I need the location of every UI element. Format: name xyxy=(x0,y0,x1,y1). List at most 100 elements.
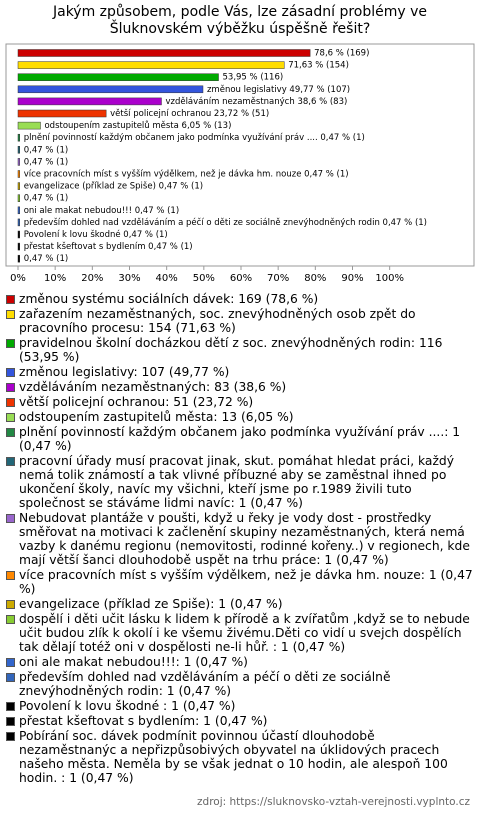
value-label: přestat kšeftovat s bydlením 0,47 % (1) xyxy=(24,241,193,252)
value-label: odstoupením zastupitelů města 6,05 % (13… xyxy=(44,120,231,131)
legend-label: evangelizace (příklad ze Spiše): 1 (0,47… xyxy=(19,597,283,611)
legend-item: změnou systému sociálních dávek: 169 (78… xyxy=(6,292,474,306)
value-label: vzděláváním nezaměstnaných 38,6 % (83) xyxy=(165,97,347,107)
legend-marker xyxy=(6,398,15,407)
legend-item: oni ale makat nebudou!!!: 1 (0,47 %) xyxy=(6,655,474,669)
legend-label: přestat kšeftovat s bydlením: 1 (0,47 %) xyxy=(19,714,268,728)
legend-marker xyxy=(6,702,15,711)
legend-marker xyxy=(6,413,15,422)
legend-marker xyxy=(6,600,15,609)
bar xyxy=(17,133,20,142)
legend-item: plnění povinností každým občanem jako po… xyxy=(6,425,474,453)
legend-marker xyxy=(6,673,15,682)
legend-label: zařazením nezaměstnaných, soc. znevýhodn… xyxy=(19,307,416,335)
legend-label: změnou legislativy: 107 (49,77 %) xyxy=(19,365,230,379)
legend-label: oni ale makat nebudou!!!: 1 (0,47 %) xyxy=(19,655,248,669)
bar xyxy=(17,230,20,239)
legend-item: přestat kšeftovat s bydlením: 1 (0,47 %) xyxy=(6,714,474,728)
value-label: více pracovních míst s vyšším výdělkem, … xyxy=(24,169,349,180)
value-label: 71,63 % (154) xyxy=(288,61,349,71)
legend-item: zařazením nezaměstnaných, soc. znevýhodn… xyxy=(6,307,474,335)
bar xyxy=(17,182,20,190)
legend-item: větší policejní ochranou: 51 (23,72 %) xyxy=(6,395,474,409)
legend-marker xyxy=(6,658,15,667)
bar xyxy=(17,206,20,215)
value-label: 0,47 % (1) xyxy=(24,194,68,204)
value-label: 0,47 % (1) xyxy=(24,145,68,155)
value-label: oni ale makat nebudou!!! 0,47 % (1) xyxy=(24,206,179,216)
bar xyxy=(17,109,107,118)
legend-item: vzděláváním nezaměstnaných: 83 (38,6 %) xyxy=(6,380,474,394)
legend-marker xyxy=(6,717,15,726)
legend-marker xyxy=(6,310,15,319)
legend-label: změnou systému sociálních dávek: 169 (78… xyxy=(19,292,319,306)
x-tick-label: 80% xyxy=(304,273,326,284)
legend-label: pracovní úřady musí pracovat jinak, skut… xyxy=(19,454,454,510)
bar xyxy=(17,254,20,263)
x-tick-label: 40% xyxy=(156,273,178,284)
legend-marker xyxy=(6,457,15,466)
legend-marker xyxy=(6,383,15,392)
legend-marker xyxy=(6,514,15,523)
bar xyxy=(17,170,20,178)
legend-label: dospělí i děti učit lásku k lidem k přír… xyxy=(19,612,470,654)
legend-label: vzděláváním nezaměstnaných: 83 (38,6 %) xyxy=(19,380,287,394)
legend: změnou systému sociálních dávek: 169 (78… xyxy=(6,292,474,786)
x-tick-label: 60% xyxy=(230,273,252,284)
x-tick-label: 100% xyxy=(375,273,404,284)
legend-label: především dohled nad vzděláváním a péčí … xyxy=(19,670,391,698)
source: zdroj: https://sluknovsko-vztah-verejnos… xyxy=(197,796,470,808)
bar xyxy=(17,194,20,202)
bar xyxy=(17,97,162,106)
bar xyxy=(17,85,204,94)
legend-label: Povolení k lovu škodné : 1 (0,47 %) xyxy=(19,699,236,713)
legend-label: Nebudovat plantáže v poušti, když u řeky… xyxy=(19,511,470,567)
value-label: evangelizace (příklad ze Spiše) 0,47 % (… xyxy=(24,181,203,192)
bar xyxy=(17,242,20,251)
value-label: především dohled nad vzděláváním a péčí … xyxy=(24,217,427,228)
value-label: změnou legislativy 49,77 % (107) xyxy=(207,85,350,95)
legend-marker xyxy=(6,571,15,580)
value-label: plnění povinností každým občanem jako po… xyxy=(24,132,365,143)
legend-marker xyxy=(6,615,15,624)
legend-item: odstoupením zastupitelů města: 13 (6,05 … xyxy=(6,410,474,424)
legend-item: především dohled nad vzděláváním a péčí … xyxy=(6,670,474,698)
legend-label: větší policejní ochranou: 51 (23,72 %) xyxy=(19,395,254,409)
legend-item: dospělí i děti učit lásku k lidem k přír… xyxy=(6,612,474,654)
value-label: 0,47 % (1) xyxy=(24,157,68,167)
legend-marker xyxy=(6,428,15,437)
x-tick-label: 20% xyxy=(81,273,103,284)
bar xyxy=(17,49,311,57)
x-tick-label: 50% xyxy=(193,273,215,284)
legend-label: Pobírání soc. dávek podmínit povinnou úč… xyxy=(19,729,448,785)
legend-item: Nebudovat plantáže v poušti, když u řeky… xyxy=(6,511,474,567)
legend-marker xyxy=(6,368,15,377)
x-tick-label: 70% xyxy=(267,273,289,284)
bar xyxy=(17,218,20,227)
x-tick-label: 0% xyxy=(10,273,26,284)
legend-item: pracovní úřady musí pracovat jinak, skut… xyxy=(6,454,474,510)
legend-item: pravidelnou školní docházkou dětí z soc.… xyxy=(6,336,474,364)
bar xyxy=(17,158,20,166)
legend-label: pravidelnou školní docházkou dětí z soc.… xyxy=(19,336,443,364)
legend-marker xyxy=(6,732,15,741)
bar xyxy=(17,61,285,69)
legend-item: Pobírání soc. dávek podmínit povinnou úč… xyxy=(6,729,474,785)
chart-title: Jakým způsobem, podle Vás, lze zásadní p… xyxy=(52,4,427,37)
x-tick-label: 90% xyxy=(341,273,363,284)
legend-item: více pracovních míst s vyšším výdělkem, … xyxy=(6,568,474,596)
value-label: 53,95 % (116) xyxy=(223,73,284,83)
legend-marker xyxy=(6,339,15,348)
legend-label: odstoupením zastupitelů města: 13 (6,05 … xyxy=(19,410,294,424)
legend-marker xyxy=(6,295,15,304)
x-tick-label: 30% xyxy=(118,273,140,284)
bar xyxy=(17,73,219,81)
bar xyxy=(17,121,41,130)
x-tick-label: 10% xyxy=(44,273,66,284)
legend-item: změnou legislativy: 107 (49,77 %) xyxy=(6,365,474,379)
legend-label: více pracovních míst s vyšším výdělkem, … xyxy=(19,568,473,596)
legend-item: Povolení k lovu škodné : 1 (0,47 %) xyxy=(6,699,474,713)
bar xyxy=(17,146,20,154)
legend-label: plnění povinností každým občanem jako po… xyxy=(19,425,461,453)
